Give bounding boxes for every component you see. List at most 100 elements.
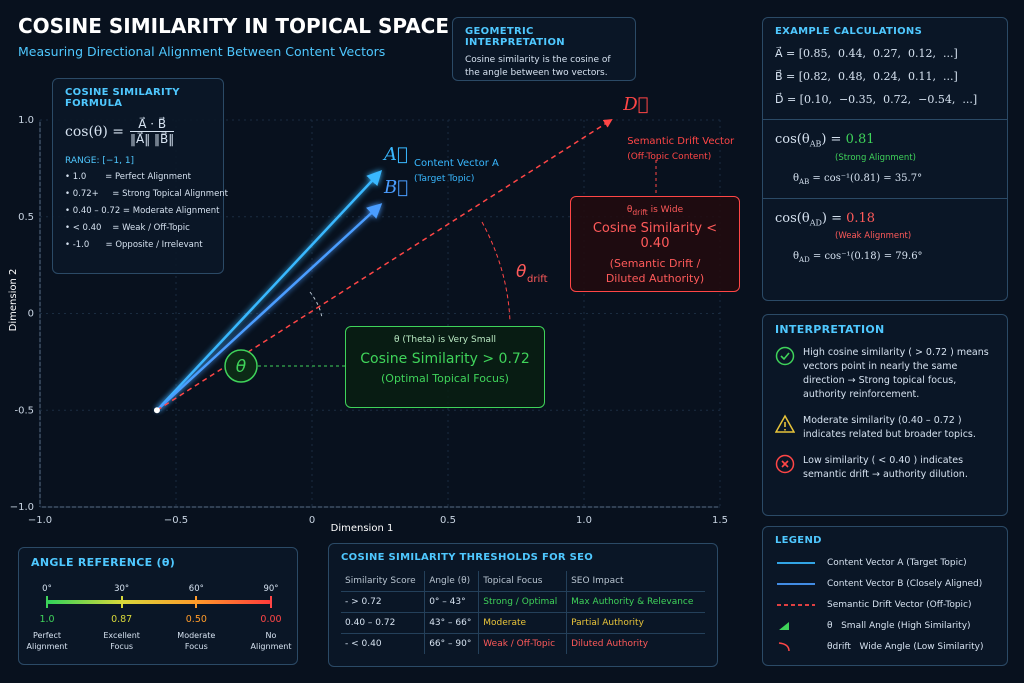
interpretation-text: Low similarity ( < 0.40 ) indicates sema… [803, 455, 968, 480]
interpretation-item: High cosine similarity ( > 0.72 ) means … [775, 346, 995, 402]
x-tick-label: −1.0 [28, 515, 52, 526]
legend-item: Content Vector A (Target Topic) [775, 552, 995, 573]
callout-line: (Semantic Drift / [609, 256, 701, 270]
table-cell: 43° – 66° [424, 612, 479, 634]
degree-label: 90° [263, 584, 279, 594]
angle-arc [309, 291, 323, 319]
interpretation-items: High cosine similarity ( > 0.72 ) means … [775, 346, 995, 482]
formula-item: • -1.0 = Opposite / Irrelevant [65, 240, 203, 250]
angle-label: Moderate Focus [177, 631, 216, 651]
t: = cos⁻¹(0.18) = 79.6° [809, 251, 923, 263]
legend-swatch [777, 582, 815, 585]
legend-swatch [779, 621, 789, 630]
icon [775, 346, 795, 366]
callout-text: is Wide [647, 205, 684, 215]
title: COSINE SIMILARITY IN TOPICAL SPACE [18, 14, 450, 38]
vector-label: B⃗ [383, 177, 408, 198]
formula-lhs: cos(θ) = [65, 123, 124, 140]
y-tick-label: −1.0 [10, 502, 34, 513]
threshold-panel: COSINE SIMILARITY THRESHOLDS FOR SEO Sim… [328, 543, 718, 667]
interpretation-text: High cosine similarity ( > 0.72 ) means … [803, 347, 989, 400]
formula-items: • 1.0 = Perfect Alignment • 0.72+ = Stron… [65, 169, 228, 254]
legend-items: Content Vector A (Target Topic) Content V… [775, 552, 995, 657]
angle: θAB = cos⁻¹(0.81) = 35.7° [793, 173, 995, 186]
table-cell: 0° – 43° [424, 591, 479, 613]
legend-item: θdrift Wide Angle (Low Similarity) [775, 636, 995, 657]
vector-note: (Target Topic) [414, 174, 474, 184]
icon [775, 414, 795, 433]
callout-line: Cosine Similarity < 0.40 [592, 220, 718, 251]
header-cell: SEO Impact [566, 571, 705, 592]
geometric-panel: GEOMETRIC INTERPRETATION Cosine similari… [452, 17, 636, 81]
angle: θAD = cos⁻¹(0.18) = 79.6° [793, 251, 995, 264]
x-tick-label: 0.5 [440, 515, 456, 526]
vector [156, 203, 383, 412]
example-vector: A⃗ = [0.85, 0.44, 0.27, 0.12, ...] [775, 47, 958, 60]
t: = cos⁻¹(0.81) = 35.7° [809, 172, 923, 184]
icon [775, 454, 795, 474]
table-row: - < 0.40 66° – 90° Weak / Off-Topic Diluted… [341, 633, 705, 654]
t: cos(θ [775, 132, 810, 147]
legend-swatch [777, 603, 815, 606]
theta: θ [626, 205, 633, 215]
header-row: Similarity Score Angle (θ) Topical Focus SE… [341, 571, 705, 592]
degree-label: 0° [42, 584, 52, 594]
angle-gradient [47, 600, 271, 604]
formula-item: • < 0.40 = Weak / Off-Topic [65, 223, 190, 233]
x-tick-label: −0.5 [164, 515, 188, 526]
table-cell: Partial Authority [566, 612, 705, 634]
threshold-table: Similarity Score Angle (θ) Topical Focus SE… [341, 571, 705, 654]
table-cell: Weak / Off-Topic [478, 633, 567, 654]
interpretation-panel: INTERPRETATION High cosine similarity ( … [762, 314, 1008, 516]
table-row: 0.40 – 0.72 43° – 66° Moderate Partial Auth… [341, 612, 705, 634]
t: θ [793, 172, 800, 184]
legend-text: Content Vector A (Target Topic) [827, 557, 967, 568]
example-vector: B⃗ = [0.82, 0.48, 0.24, 0.11, ...] [775, 70, 958, 83]
value: 0.18 [846, 210, 876, 226]
y-tick-label: 1.0 [18, 115, 34, 126]
x-tick-label: 1.5 [712, 515, 728, 526]
legend-item: Content Vector B (Closely Aligned) [775, 573, 995, 594]
ab-block: cos(θAB) = 0.81 (Strong Alignment) θAB =… [763, 119, 1007, 186]
legend-text: θ Small Angle (High Similarity) [827, 620, 971, 631]
panel-title: COSINE SIMILARITY FORMULA [65, 87, 180, 109]
angle-label: No Alignment [250, 631, 292, 651]
legend-panel: LEGEND Content Vector A (Target Topic) Co… [762, 526, 1008, 666]
legend-text: Semantic Drift Vector (Off-Topic) [827, 599, 972, 610]
note: (Weak Alignment) [835, 231, 912, 242]
formula-item: • 0.40 – 0.72 = Moderate Alignment [65, 206, 220, 216]
x-axis-label: Dimension 1 [331, 523, 394, 534]
panel-title: EXAMPLE CALCULATIONS [775, 26, 923, 37]
example-vector: D⃗ = [0.10, −0.35, 0.72, −0.54, ...] [775, 93, 978, 106]
table-cell: Strong / Optimal [478, 591, 567, 613]
theta-badge [224, 349, 258, 383]
y-tick-label: 0 [28, 309, 34, 320]
legend-swatch [778, 641, 790, 651]
x-tick-label: 0 [309, 515, 315, 526]
legend-item: Semantic Drift Vector (Off-Topic) [775, 594, 995, 615]
t: AD [809, 218, 822, 228]
degree-tick [195, 596, 198, 608]
angle-label: Excellent Focus [103, 631, 140, 651]
degree-label: 60° [188, 584, 204, 594]
header-cell: Similarity Score [345, 576, 416, 586]
header-cell: Angle (θ) [424, 571, 479, 592]
interpretation-text: Moderate similarity (0.40 – 0.72 ) indic… [803, 415, 976, 440]
theta-sub: drift [632, 207, 648, 217]
denominator: ‖A⃗‖ ‖B⃗‖ [130, 132, 175, 146]
panel-title: LEGEND [775, 535, 822, 546]
table-cell: Diluted Authority [566, 633, 705, 654]
cosine-value: 0.50 [185, 614, 207, 625]
degree-label: 30° [114, 584, 130, 594]
numerator: A⃗ · B⃗ [130, 117, 175, 132]
degree-tick [120, 596, 123, 608]
vector-name: Content Vector A [414, 158, 499, 169]
geometric-text: Cosine similarity is the cosine of the a… [465, 55, 611, 78]
legend-text: θdrift Wide Angle (Low Similarity) [827, 641, 984, 652]
panel-title: INTERPRETATION [775, 323, 885, 336]
table-cell: - > 0.72 [341, 591, 425, 613]
t: ) = [821, 210, 847, 226]
